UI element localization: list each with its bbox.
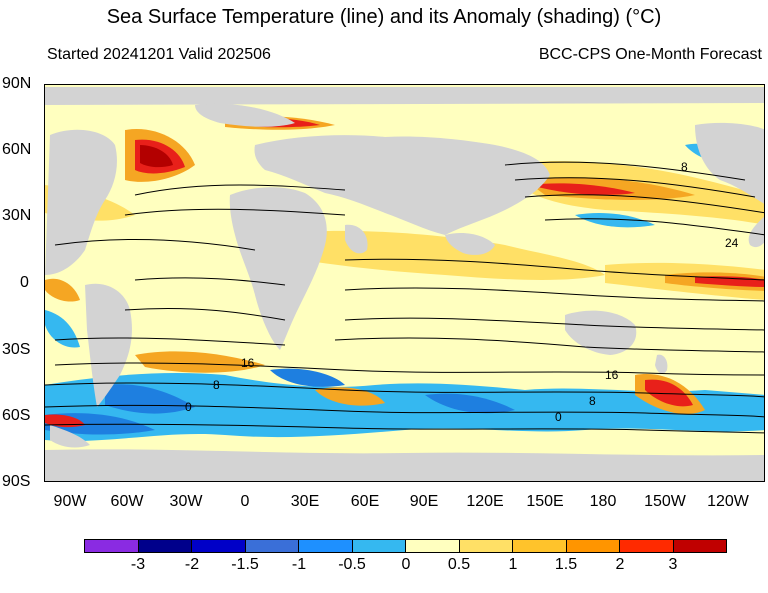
sst-anomaly-map: 8 24 16 8 0 16 8 0 [44,84,765,482]
colorbar-label: 0.5 [447,556,471,573]
contour-label: 16 [605,368,619,382]
lat-label-60n: 60N [2,141,32,158]
lon-label-30e: 30E [290,493,320,510]
colorbar-segment [673,540,726,552]
lon-label-30w: 30W [169,493,203,510]
colorbar-segment [245,540,299,552]
run-info: Started 20241201 Valid 202506 [47,46,271,63]
lon-label-60w: 60W [110,493,144,510]
lat-label-90s: 90S [2,473,31,490]
figure-title: Sea Surface Temperature (line) and its A… [106,6,662,28]
colorbar-segment [513,540,567,552]
colorbar-segment [620,540,674,552]
lat-label-equator: 0 [20,274,29,291]
colorbar [84,539,727,553]
lon-label-180: 180 [589,493,617,510]
colorbar-segment [566,540,620,552]
lon-label-150w: 150W [644,493,686,510]
colorbar-label: -3 [130,556,146,573]
lat-label-60s: 60S [2,407,31,424]
contour-label: 8 [589,394,596,408]
contour-label: 0 [185,400,192,414]
contour-labels: 8 24 16 8 0 16 8 0 [185,160,739,424]
contour-label: 0 [555,410,562,424]
lat-label-30s: 30S [2,341,31,358]
lon-label-90w: 90W [53,493,87,510]
land-masses [45,87,764,481]
lon-label-0: 0 [240,493,250,510]
map-canvas: 8 24 16 8 0 16 8 0 [45,87,764,481]
lon-label-150e: 150E [526,493,564,510]
lon-label-120e: 120E [466,493,504,510]
lon-label-90e: 90E [409,493,439,510]
sst-contours [45,161,764,434]
forecast-source: BCC-CPS One-Month Forecast [538,46,762,63]
colorbar-segment [459,540,513,552]
colorbar-label: -2 [184,556,200,573]
colorbar-segment [85,540,139,552]
colorbar-label: 3 [668,556,678,573]
lat-label-30n: 30N [2,207,32,224]
lon-label-60e: 60E [350,493,380,510]
colorbar-label: 1 [508,556,518,573]
colorbar-segment [192,540,246,552]
colorbar-label: -0.5 [338,556,366,573]
colorbar-label: -1 [291,556,307,573]
colorbar-segment [352,540,406,552]
colorbar-label: 0 [401,556,411,573]
contour-label: 8 [681,160,688,174]
lat-label-90n: 90N [2,75,32,92]
colorbar-label: 1.5 [554,556,578,573]
colorbar-segment [138,540,192,552]
colorbar-label: 2 [615,556,625,573]
contour-label: 16 [241,356,255,370]
colorbar-segment [406,540,460,552]
contour-label: 24 [725,236,739,250]
lon-label-120w: 120W [707,493,749,510]
contour-label: 8 [213,378,220,392]
colorbar-segment [299,540,353,552]
colorbar-label: -1.5 [231,556,259,573]
